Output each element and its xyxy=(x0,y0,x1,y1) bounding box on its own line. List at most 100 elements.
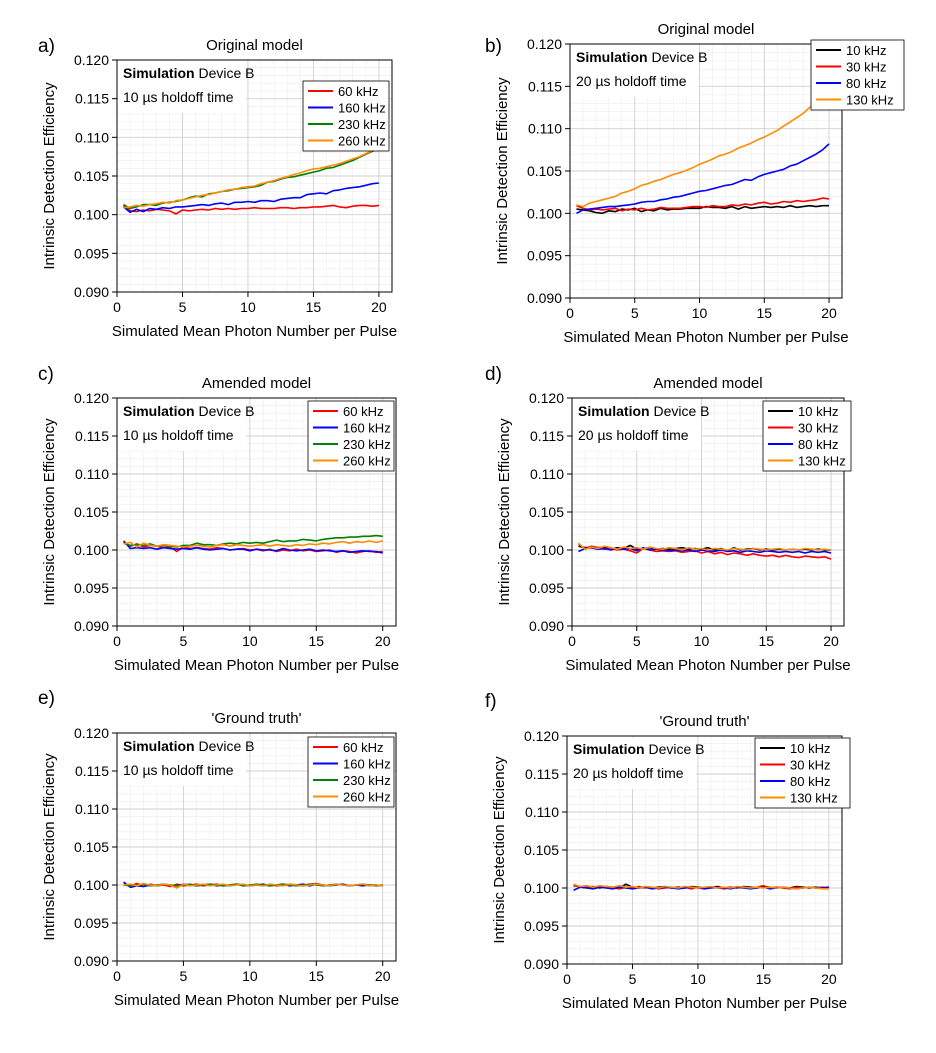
y-tick-label: 0.095 xyxy=(74,245,109,261)
y-tick-label: 0.120 xyxy=(529,390,564,406)
y-tick-label: 0.120 xyxy=(74,390,109,406)
x-axis-label: Simulated Mean Photon Number per Pulse xyxy=(563,329,848,346)
y-tick-label: 0.095 xyxy=(74,580,109,596)
x-tick-label: 5 xyxy=(631,305,639,321)
series-line-130-khz xyxy=(577,542,832,551)
x-tick-label: 5 xyxy=(629,971,637,987)
y-axis-label: Intrinsic Detection Efficiency xyxy=(41,418,58,606)
x-tick-label: 20 xyxy=(371,299,387,315)
annotation-background xyxy=(118,734,246,786)
annotation-background xyxy=(573,399,701,451)
y-tick-label: 0.090 xyxy=(74,618,109,634)
y-tick-label: 0.100 xyxy=(524,880,559,896)
x-axis-label: Simulated Mean Photon Number per Pulse xyxy=(565,657,850,674)
panel-label: a) xyxy=(38,36,55,57)
y-tick-label: 0.095 xyxy=(529,580,564,596)
y-axis-label: Intrinsic Detection Efficiency xyxy=(41,82,58,270)
x-tick-label: 20 xyxy=(821,305,837,321)
chart-panel-a: a) Original model 0 5 10 15 20 0.090 0.095 0.100 0… xyxy=(38,36,397,340)
legend-label: 260 kHz xyxy=(338,134,386,149)
annotation-rest: Device B xyxy=(650,403,710,419)
x-tick-label: 15 xyxy=(308,633,324,649)
annotation: Simulation Device B 10 µs holdoff time xyxy=(118,61,254,113)
legend-box xyxy=(307,400,395,472)
y-axis-label: Intrinsic Detection Efficiency xyxy=(496,418,513,606)
annotation-background xyxy=(571,45,699,97)
legend-label: 80 kHz xyxy=(790,774,830,789)
x-tick-label: 10 xyxy=(690,971,706,987)
legend-label: 160 kHz xyxy=(343,757,391,772)
x-tick-label: 10 xyxy=(242,968,258,984)
y-tick-label: 0.100 xyxy=(74,542,109,558)
annotation: Simulation Device B 20 µs holdoff time xyxy=(573,399,709,451)
x-axis-label: Simulated Mean Photon Number per Pulse xyxy=(562,995,847,1012)
chart-panel-c: c) Amended model 0 5 10 15 20 0.090 0.095 0.100 0.… xyxy=(38,364,399,674)
legend-label: 30 kHz xyxy=(790,758,830,773)
legend-label: 10 kHz xyxy=(846,43,886,58)
y-tick-label: 0.115 xyxy=(75,428,109,444)
y-tick-label: 0.110 xyxy=(75,466,109,482)
y-tick-label: 0.110 xyxy=(528,121,562,137)
annotation-background xyxy=(568,737,696,789)
legend-label: 30 kHz xyxy=(798,421,838,436)
annotation-line-1: Simulation Device B xyxy=(573,741,704,757)
y-axis-label: Intrinsic Detection Efficiency xyxy=(491,756,508,944)
annotation-line-1: Simulation Device B xyxy=(123,403,254,419)
annotation-line-1: Simulation Device B xyxy=(123,738,254,754)
legend-label: 260 kHz xyxy=(343,454,391,469)
y-tick-label: 0.100 xyxy=(74,877,109,893)
x-tick-label: 15 xyxy=(306,299,322,315)
panel-label: f) xyxy=(485,691,497,712)
y-tick-label: 0.120 xyxy=(524,728,559,744)
legend-label: 160 kHz xyxy=(343,421,391,436)
legend-label: 130 kHz xyxy=(798,454,846,469)
x-tick-label: 0 xyxy=(568,633,576,649)
series-line-160-khz xyxy=(122,182,379,214)
annotation-line-2: 20 µs holdoff time xyxy=(578,427,689,443)
legend-label: 230 kHz xyxy=(343,437,391,452)
x-tick-label: 15 xyxy=(758,633,774,649)
x-tick-label: 10 xyxy=(694,633,710,649)
annotation-rest: Device B xyxy=(195,65,255,81)
legend-label: 160 kHz xyxy=(338,101,386,116)
annotation-background xyxy=(118,399,246,451)
y-tick-label: 0.090 xyxy=(529,618,564,634)
series-line-260-khz xyxy=(123,145,380,209)
x-tick-label: 0 xyxy=(563,971,571,987)
annotation-bold: Simulation xyxy=(573,741,645,757)
panel-label: d) xyxy=(485,364,502,385)
y-tick-label: 0.105 xyxy=(524,842,559,858)
x-tick-label: 15 xyxy=(756,971,772,987)
chart-title: 'Ground truth' xyxy=(212,710,302,727)
x-tick-label: 5 xyxy=(633,633,641,649)
x-tick-label: 10 xyxy=(242,633,258,649)
y-tick-label: 0.110 xyxy=(525,804,559,820)
legend-box xyxy=(302,80,390,152)
y-tick-label: 0.115 xyxy=(75,91,109,107)
legend-box xyxy=(762,400,852,472)
legend-label: 230 kHz xyxy=(338,117,386,132)
legend-label: 10 kHz xyxy=(790,741,830,756)
legend-label: 130 kHz xyxy=(790,791,838,806)
legend-box xyxy=(754,737,851,809)
annotation-rest: Device B xyxy=(645,741,705,757)
legend-label: 80 kHz xyxy=(846,76,886,91)
chart-title: Amended model xyxy=(202,375,311,392)
y-tick-label: 0.100 xyxy=(527,205,562,221)
y-tick-label: 0.120 xyxy=(74,725,109,741)
x-tick-label: 0 xyxy=(113,968,121,984)
chart-title: 'Ground truth' xyxy=(660,713,750,730)
y-tick-label: 0.110 xyxy=(75,801,109,817)
annotation-line-2: 10 µs holdoff time xyxy=(123,427,234,443)
y-tick-label: 0.090 xyxy=(74,284,109,300)
annotation: Simulation Device B 10 µs holdoff time xyxy=(118,399,254,451)
y-axis-label: Intrinsic Detection Efficiency xyxy=(41,753,58,941)
annotation: Simulation Device B 20 µs holdoff time xyxy=(568,737,704,789)
annotation-bold: Simulation xyxy=(123,738,195,754)
legend-label: 130 kHz xyxy=(846,93,894,108)
x-tick-label: 5 xyxy=(180,968,188,984)
series-line-60-khz xyxy=(122,204,379,215)
